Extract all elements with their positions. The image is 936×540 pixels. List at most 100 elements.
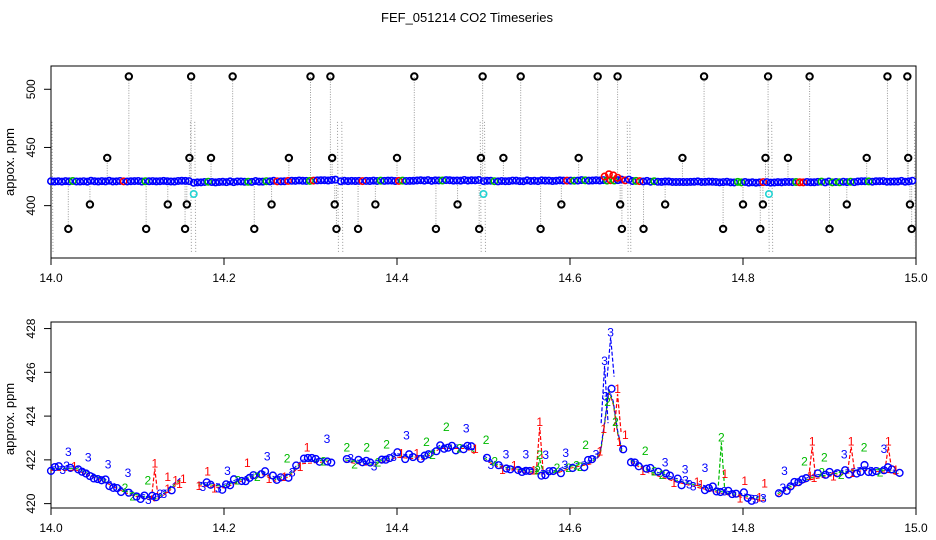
data-label: 2 bbox=[821, 451, 828, 465]
baseline-point bbox=[879, 177, 888, 186]
baseline-point bbox=[398, 176, 407, 185]
baseline-point bbox=[781, 177, 790, 186]
baseline-point bbox=[152, 177, 161, 186]
spike-label: 1 bbox=[848, 435, 855, 449]
baseline-point bbox=[733, 177, 742, 186]
outlier-point bbox=[478, 72, 487, 81]
baseline-point bbox=[672, 177, 681, 186]
outlier-point bbox=[284, 153, 294, 163]
spike-label: 3 bbox=[601, 354, 608, 368]
baseline-point bbox=[123, 177, 132, 186]
baseline-point bbox=[701, 177, 710, 186]
outlier-point bbox=[557, 200, 566, 209]
baseline-point bbox=[628, 176, 637, 185]
baseline-point bbox=[291, 176, 300, 185]
spike-label: 2 bbox=[718, 430, 725, 444]
data-label: 3 bbox=[161, 487, 168, 501]
outlier-point bbox=[206, 153, 216, 163]
baseline-point bbox=[719, 178, 728, 187]
outlier-point bbox=[615, 200, 625, 209]
data-point bbox=[872, 466, 881, 476]
data-point bbox=[661, 469, 671, 478]
baseline-point bbox=[262, 177, 271, 186]
data-label: 1 bbox=[196, 479, 203, 493]
baseline-point bbox=[101, 177, 110, 186]
baseline-point bbox=[402, 176, 411, 185]
data-label: 2 bbox=[284, 451, 291, 465]
data-label: 3 bbox=[881, 442, 888, 456]
y-tick-label: 424 bbox=[24, 406, 38, 426]
baseline-point bbox=[803, 177, 812, 186]
data-label: 3 bbox=[59, 463, 66, 477]
data-point bbox=[665, 471, 675, 480]
data-label: 1 bbox=[741, 474, 748, 488]
baseline-point bbox=[376, 176, 385, 185]
baseline-point bbox=[570, 176, 579, 185]
outlier-point bbox=[410, 72, 419, 81]
baseline-point bbox=[50, 177, 59, 186]
baseline-point bbox=[86, 176, 95, 185]
data-point bbox=[362, 456, 371, 465]
spike-label: 1 bbox=[151, 457, 158, 471]
data-point bbox=[774, 489, 783, 498]
baseline-point bbox=[413, 176, 422, 185]
data-label: 3 bbox=[371, 459, 378, 473]
outlier-point bbox=[182, 200, 192, 209]
outlier-point bbox=[306, 72, 315, 81]
data-point bbox=[54, 462, 63, 471]
baseline-point bbox=[273, 177, 282, 186]
baseline-point bbox=[784, 177, 793, 186]
data-point bbox=[124, 488, 133, 497]
outlier-point bbox=[617, 224, 627, 234]
baseline-point bbox=[105, 176, 114, 185]
data-label: 3 bbox=[752, 492, 759, 506]
spike-label: 1 bbox=[536, 415, 543, 429]
baseline-point bbox=[595, 176, 604, 185]
baseline-point bbox=[726, 178, 735, 187]
baseline-point bbox=[354, 176, 363, 185]
baseline-point bbox=[697, 177, 706, 186]
data-point bbox=[731, 489, 741, 498]
baseline-point bbox=[861, 177, 870, 186]
baseline-point bbox=[690, 177, 699, 186]
data-point bbox=[580, 463, 589, 472]
baseline-point bbox=[741, 177, 750, 186]
data-point bbox=[299, 454, 309, 463]
baseline-point bbox=[766, 178, 775, 187]
baseline-point bbox=[759, 178, 768, 187]
data-point bbox=[393, 448, 402, 457]
data-label: 2 bbox=[145, 473, 152, 487]
data-label: 3 bbox=[690, 479, 697, 493]
baseline-point bbox=[497, 176, 506, 185]
baseline-point bbox=[68, 177, 77, 186]
data-point bbox=[494, 461, 503, 470]
baseline-point bbox=[324, 176, 333, 185]
baseline-point bbox=[247, 177, 256, 186]
outlier-point bbox=[330, 200, 339, 209]
spike-trace bbox=[535, 457, 544, 473]
data-point bbox=[790, 477, 799, 487]
data-label: 1 bbox=[204, 465, 211, 479]
baseline-point bbox=[828, 178, 837, 187]
baseline-point bbox=[842, 178, 851, 187]
data-label: 1 bbox=[600, 422, 607, 436]
outlier-point bbox=[699, 72, 709, 81]
data-point bbox=[292, 461, 301, 470]
data-point bbox=[229, 475, 239, 484]
baseline-point bbox=[170, 177, 179, 186]
data-label: 3 bbox=[403, 428, 410, 442]
baseline-point bbox=[839, 177, 848, 186]
baseline-point bbox=[222, 178, 231, 187]
baseline-point bbox=[886, 177, 895, 186]
baseline-point bbox=[722, 177, 731, 186]
baseline-point bbox=[108, 177, 117, 186]
x-tick-label: 14.2 bbox=[212, 271, 236, 285]
outlier-point bbox=[783, 153, 793, 163]
baseline-point bbox=[181, 176, 190, 185]
baseline-point bbox=[456, 176, 465, 185]
baseline-point bbox=[846, 177, 855, 186]
baseline-point bbox=[650, 177, 659, 186]
baseline-point bbox=[624, 175, 633, 184]
data-point bbox=[747, 496, 756, 505]
